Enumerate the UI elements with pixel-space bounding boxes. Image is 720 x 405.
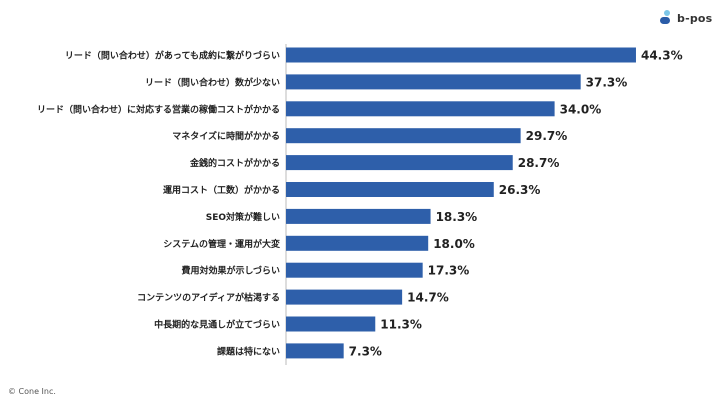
category-label-2: リード（問い合わせ）数が少ない xyxy=(145,76,280,88)
value-label-4: 29.7% xyxy=(526,129,568,143)
value-label-3: 34.0% xyxy=(560,102,602,116)
bar-8 xyxy=(286,235,429,251)
category-label-8: システムの管理・運用が大変 xyxy=(163,238,280,250)
bar-9 xyxy=(286,262,423,278)
bar-7 xyxy=(286,208,431,224)
value-label-12: 7.3% xyxy=(349,344,382,358)
bar-1 xyxy=(286,47,636,63)
bar-11 xyxy=(286,316,376,332)
category-label-4: マネタイズに時間がかかる xyxy=(172,130,280,142)
value-labels-group: 44.3% 37.3% 34.0% 29.7% 28.7% 26.3% 18.3% 18.0%… xyxy=(349,49,683,359)
category-label-5: 金銭的コストがかかる xyxy=(189,157,280,169)
b-pos-logo-icon xyxy=(660,10,670,24)
value-label-11: 11.3% xyxy=(380,318,422,332)
value-label-2: 37.3% xyxy=(586,75,628,89)
value-label-5: 28.7% xyxy=(518,156,560,170)
bar-2 xyxy=(286,74,581,90)
category-label-3: リード（問い合わせ）に対応する営業の稼働コストがかかる xyxy=(37,103,280,115)
value-label-9: 17.3% xyxy=(428,264,470,278)
bars-group xyxy=(286,47,636,359)
bar-6 xyxy=(286,182,494,197)
category-labels-group: リード（問い合わせ）があっても成約に繋がりづらいリード（問い合わせ）数が少ないリ… xyxy=(37,50,280,358)
category-label-11: 中長期的な見通しが立てづらい xyxy=(154,319,280,331)
value-label-10: 14.7% xyxy=(407,291,449,305)
category-label-1: リード（問い合わせ）があっても成約に繋がりづらい xyxy=(65,50,280,62)
category-label-9: 費用対効果が示しづらい xyxy=(182,265,280,277)
bar-5 xyxy=(286,155,513,171)
category-label-6: 運用コスト（工数）がかかる xyxy=(163,184,280,196)
value-label-6: 26.3% xyxy=(499,183,541,197)
category-label-10: コンテンツのアイディアが枯渇する xyxy=(137,292,280,304)
bar-3 xyxy=(286,101,555,117)
brand-logo: b-pos xyxy=(660,8,716,28)
copyright-text: © Cone Inc. xyxy=(8,387,56,396)
value-label-7: 18.3% xyxy=(436,210,478,224)
value-label-1: 44.3% xyxy=(641,49,683,63)
bar-12 xyxy=(286,343,344,359)
value-label-8: 18.0% xyxy=(433,237,475,251)
category-label-7: SEO対策が難しい xyxy=(206,211,280,223)
bar-4 xyxy=(286,128,521,144)
category-label-12: 課題は特にない xyxy=(217,345,280,357)
bar-10 xyxy=(286,289,403,305)
brand-name: b-pos xyxy=(677,11,713,25)
